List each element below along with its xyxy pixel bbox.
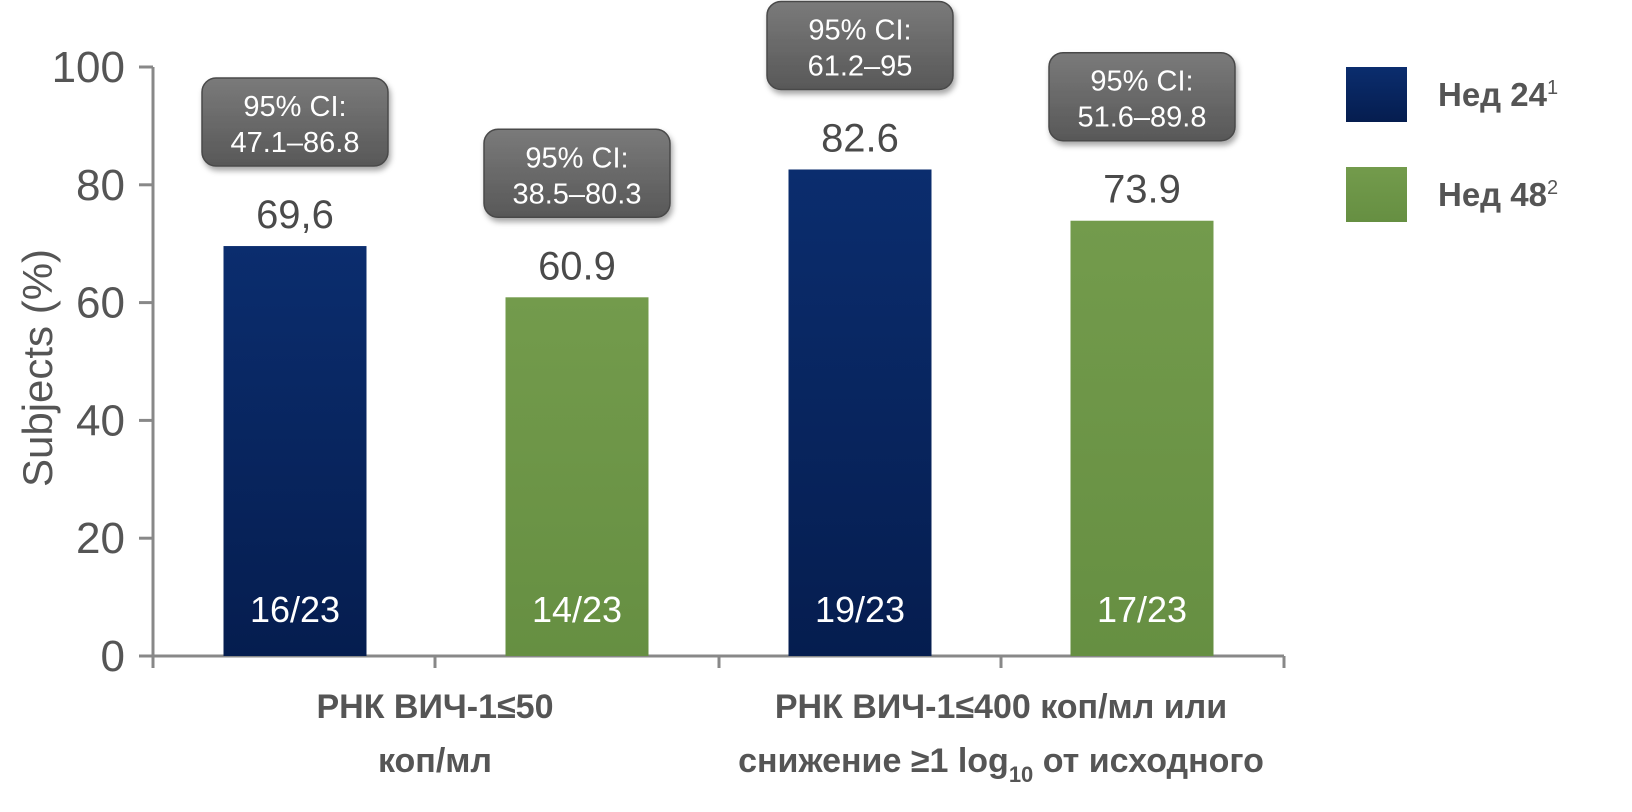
ci-label: 95% CI: bbox=[1090, 66, 1193, 98]
ci-box: 95% CI: 38.5–80.3 bbox=[483, 128, 671, 219]
y-tick-label: 40 bbox=[76, 396, 125, 445]
bar-value-label: 73.9 bbox=[1103, 168, 1181, 212]
bar-fraction-label: 19/23 bbox=[815, 589, 905, 630]
y-axis-title: Subjects (%) bbox=[14, 249, 61, 487]
bar bbox=[1070, 220, 1214, 656]
legend-label: Нед 482 bbox=[1438, 176, 1558, 213]
legend: Нед 241 Нед 482 bbox=[1346, 67, 1558, 222]
ci-label: 95% CI: bbox=[243, 91, 346, 123]
bars bbox=[223, 169, 1214, 656]
x-category-label: коп/мл bbox=[378, 742, 492, 780]
x-category-label: снижение ≥1 log10 от исходного bbox=[738, 742, 1264, 787]
bar-fraction-label: 14/23 bbox=[532, 589, 622, 630]
axes: 0 20 40 60 80 100 bbox=[52, 43, 1286, 681]
bar bbox=[788, 169, 932, 656]
x-category-label: РНК ВИЧ-1≤50 bbox=[316, 688, 553, 726]
legend-label: Нед 241 bbox=[1438, 76, 1558, 113]
bar bbox=[505, 297, 649, 656]
y-tick-label: 20 bbox=[76, 514, 125, 563]
bar bbox=[223, 246, 367, 656]
ci-box-background bbox=[201, 77, 389, 167]
ci-range: 47.1–86.8 bbox=[230, 127, 359, 159]
legend-swatch bbox=[1346, 67, 1407, 122]
bar-fraction-label: 16/23 bbox=[250, 589, 340, 630]
ci-label: 95% CI: bbox=[525, 142, 628, 174]
bar-value-label: 60.9 bbox=[538, 244, 616, 288]
ci-range: 51.6–89.8 bbox=[1077, 102, 1206, 134]
ci-box: 95% CI: 61.2–95 bbox=[766, 0, 954, 91]
x-category-label: РНК ВИЧ-1≤400 коп/мл или bbox=[775, 688, 1227, 726]
bar-value-label: 82.6 bbox=[821, 116, 899, 160]
y-tick-label: 80 bbox=[76, 161, 125, 210]
ci-box: 95% CI: 47.1–86.8 bbox=[201, 77, 389, 167]
ci-box: 95% CI: 51.6–89.8 bbox=[1048, 51, 1236, 142]
y-tick-label: 100 bbox=[52, 43, 125, 92]
ci-box-background bbox=[766, 0, 954, 91]
ci-box-background bbox=[1048, 51, 1236, 142]
ci-box-background bbox=[483, 128, 671, 219]
annotations: 16/23 69,6 95% CI: 47.1–86.8 14/23 60.9 95% CI… bbox=[201, 0, 1236, 630]
y-tick-label: 0 bbox=[101, 632, 125, 681]
legend-swatch bbox=[1346, 167, 1407, 222]
ci-range: 38.5–80.3 bbox=[512, 178, 641, 210]
bar-fraction-label: 17/23 bbox=[1097, 589, 1187, 630]
ci-label: 95% CI: bbox=[808, 14, 911, 46]
category-labels: РНК ВИЧ-1≤50 коп/мл РНК ВИЧ-1≤400 коп/мл и… bbox=[316, 688, 1263, 787]
y-tick-label: 60 bbox=[76, 279, 125, 328]
ci-range: 61.2–95 bbox=[808, 50, 913, 82]
bar-value-label: 69,6 bbox=[256, 193, 334, 237]
